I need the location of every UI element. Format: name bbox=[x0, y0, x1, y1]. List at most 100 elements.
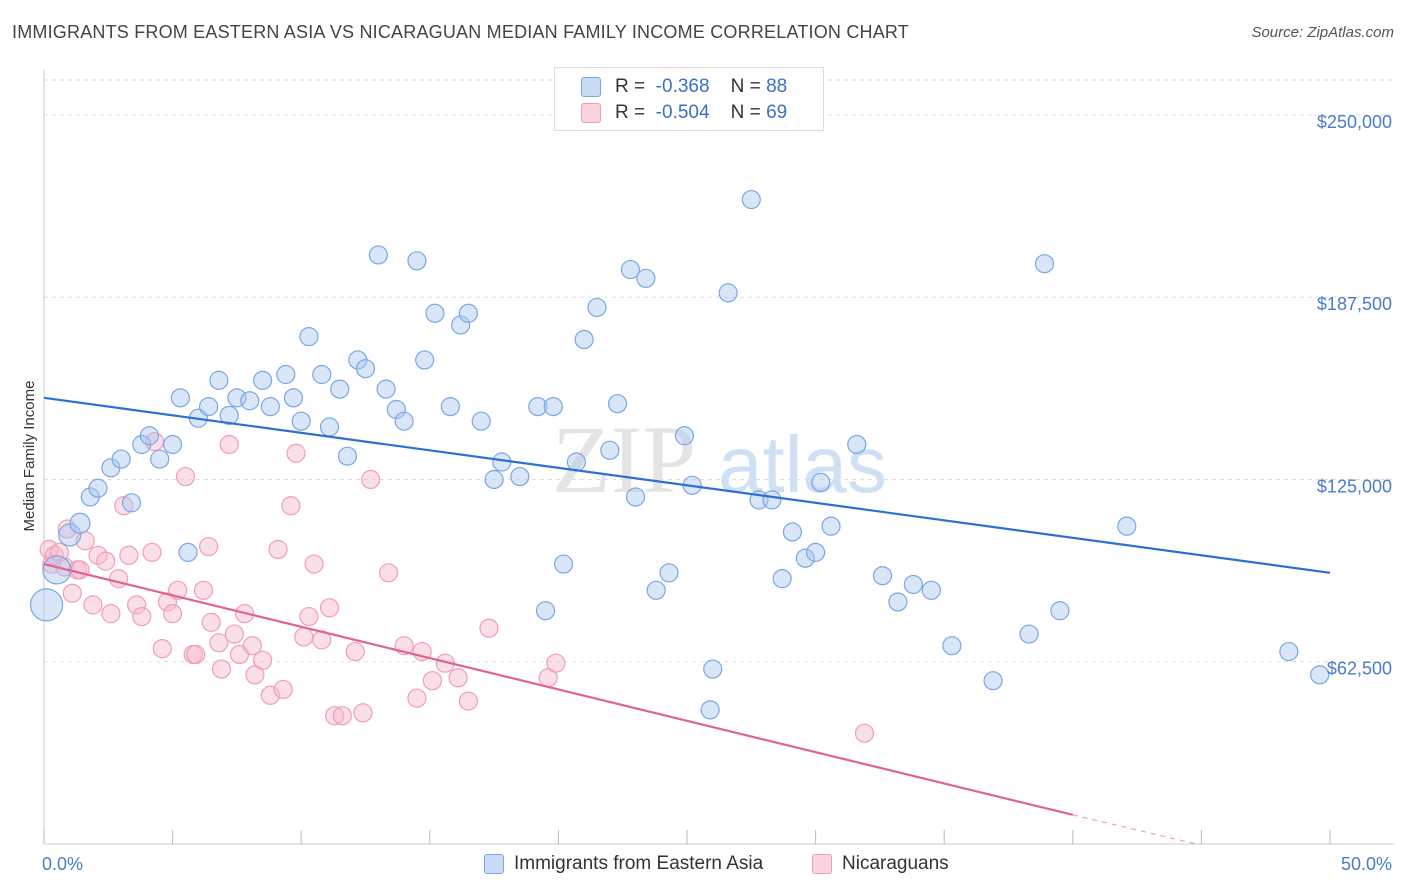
legend-n-label: N = bbox=[730, 102, 761, 123]
x-tick-max: 50.0% bbox=[1341, 854, 1392, 874]
point-eastern-asia-7 bbox=[111, 449, 131, 469]
y-tick-labels: $62,500 $125,000 $187,500 $250,000 bbox=[1317, 112, 1392, 679]
point-eastern-asia-48 bbox=[535, 601, 556, 621]
point-nicaraguan-61 bbox=[448, 668, 468, 688]
point-nicaraguan-53 bbox=[353, 703, 373, 723]
point-nicaraguan-16 bbox=[119, 545, 139, 565]
legend-r-value: -0.368 bbox=[655, 76, 710, 97]
point-nicaraguan-50 bbox=[325, 706, 345, 726]
point-nicaraguan-11 bbox=[88, 545, 108, 565]
point-nicaraguan-19 bbox=[142, 542, 162, 562]
point-eastern-asia-54 bbox=[600, 440, 620, 460]
point-nicaraguan-45 bbox=[294, 627, 314, 647]
y-tick-label-0: $62,500 bbox=[1327, 659, 1392, 679]
point-eastern-asia-37 bbox=[407, 251, 427, 271]
point-eastern-asia-17 bbox=[209, 370, 229, 390]
point-eastern-asia-53 bbox=[587, 297, 607, 318]
point-eastern-asia-5 bbox=[88, 478, 108, 498]
point-eastern-asia-34 bbox=[376, 379, 396, 399]
point-eastern-asia-76 bbox=[872, 566, 893, 586]
legend-n-label: N = bbox=[730, 76, 761, 97]
point-eastern-asia-64 bbox=[703, 659, 723, 679]
point-nicaraguan-52 bbox=[345, 641, 365, 662]
point-eastern-asia-57 bbox=[625, 487, 646, 507]
point-nicaraguan-62 bbox=[458, 691, 478, 711]
trend-line-eastern-asia bbox=[43, 396, 1331, 574]
legend-row-nicaraguans: R = -0.504 N = 69 bbox=[581, 102, 787, 124]
point-nicaraguan-15 bbox=[114, 496, 134, 516]
point-nicaraguan-14 bbox=[108, 569, 129, 589]
point-eastern-asia-70 bbox=[782, 522, 803, 542]
point-eastern-asia-77 bbox=[888, 592, 908, 612]
point-nicaraguan-42 bbox=[273, 679, 293, 700]
point-eastern-asia-3 bbox=[69, 512, 91, 534]
point-eastern-asia-40 bbox=[440, 396, 460, 417]
point-nicaraguan-57 bbox=[407, 688, 427, 708]
point-nicaraguan-47 bbox=[304, 554, 324, 574]
point-eastern-asia-47 bbox=[528, 396, 548, 417]
point-nicaraguan-13 bbox=[101, 604, 121, 624]
point-eastern-asia-52 bbox=[574, 329, 594, 350]
point-eastern-asia-28 bbox=[319, 417, 340, 437]
point-eastern-asia-82 bbox=[1019, 624, 1039, 644]
source-label: Source: ZipAtlas.com bbox=[1251, 24, 1394, 41]
point-nicaraguan-49 bbox=[319, 598, 340, 618]
point-eastern-asia-39 bbox=[425, 303, 445, 323]
point-eastern-asia-24 bbox=[283, 388, 304, 408]
point-eastern-asia-56 bbox=[620, 259, 641, 280]
legend-r-label: R = bbox=[615, 102, 646, 123]
point-nicaraguan-55 bbox=[379, 563, 399, 583]
y-tick-label-1: $125,000 bbox=[1317, 476, 1392, 496]
series-eastern-asia bbox=[29, 189, 1330, 720]
point-eastern-asia-38 bbox=[415, 350, 435, 370]
point-eastern-asia-74 bbox=[821, 516, 841, 536]
point-eastern-asia-63 bbox=[700, 700, 720, 720]
point-nicaraguan-59 bbox=[422, 671, 442, 691]
legend-n-value: 88 bbox=[766, 76, 788, 97]
point-eastern-asia-41 bbox=[451, 315, 471, 335]
point-eastern-asia-55 bbox=[607, 394, 628, 414]
point-nicaraguan-41 bbox=[268, 539, 288, 560]
point-eastern-asia-22 bbox=[260, 396, 280, 417]
point-eastern-asia-26 bbox=[299, 327, 319, 347]
point-eastern-asia-8 bbox=[121, 493, 142, 513]
point-nicaraguan-39 bbox=[253, 650, 273, 670]
point-eastern-asia-80 bbox=[942, 636, 962, 656]
point-nicaraguan-17 bbox=[126, 595, 147, 615]
watermark-zip: ZIP bbox=[552, 406, 696, 513]
point-nicaraguan-33 bbox=[219, 434, 239, 455]
point-nicaraguan-27 bbox=[186, 644, 206, 665]
point-eastern-asia-51 bbox=[566, 452, 587, 472]
point-eastern-asia-12 bbox=[163, 434, 183, 455]
point-nicaraguan-32 bbox=[211, 659, 232, 679]
point-eastern-asia-83 bbox=[1034, 254, 1055, 274]
point-eastern-asia-29 bbox=[330, 379, 350, 399]
legend-r-value: -0.504 bbox=[655, 102, 710, 123]
point-eastern-asia-35 bbox=[386, 399, 406, 420]
point-eastern-asia-81 bbox=[983, 671, 1003, 691]
point-nicaraguan-25 bbox=[175, 466, 196, 487]
point-eastern-asia-16 bbox=[199, 396, 219, 417]
legend-row-eastern-asia: R = -0.368 N = 88 bbox=[581, 76, 787, 98]
legend-n-value: 69 bbox=[766, 102, 788, 123]
legend-swatch-pink bbox=[581, 103, 601, 123]
point-nicaraguan-66 bbox=[854, 723, 875, 743]
point-eastern-asia-25 bbox=[291, 411, 311, 431]
point-eastern-asia-18 bbox=[219, 405, 239, 425]
point-eastern-asia-65 bbox=[718, 283, 738, 303]
y-tick-label-3: $250,000 bbox=[1317, 112, 1392, 132]
legend-r-label: R = bbox=[615, 76, 646, 97]
point-nicaraguan-23 bbox=[163, 604, 183, 624]
point-eastern-asia-10 bbox=[139, 426, 160, 446]
point-eastern-asia-71 bbox=[795, 548, 815, 568]
point-nicaraguan-31 bbox=[209, 633, 229, 653]
point-eastern-asia-33 bbox=[368, 245, 388, 265]
point-eastern-asia-73 bbox=[811, 472, 831, 493]
point-eastern-asia-59 bbox=[646, 580, 666, 600]
series-legend: Immigrants from Eastern Asia Nicaraguans bbox=[0, 853, 1406, 877]
point-nicaraguan-8 bbox=[70, 560, 90, 580]
trend-line-nicaraguans-extension bbox=[1072, 814, 1197, 845]
legend-swatch-blue bbox=[581, 77, 601, 97]
point-eastern-asia-79 bbox=[921, 580, 941, 600]
point-eastern-asia-21 bbox=[253, 370, 273, 390]
